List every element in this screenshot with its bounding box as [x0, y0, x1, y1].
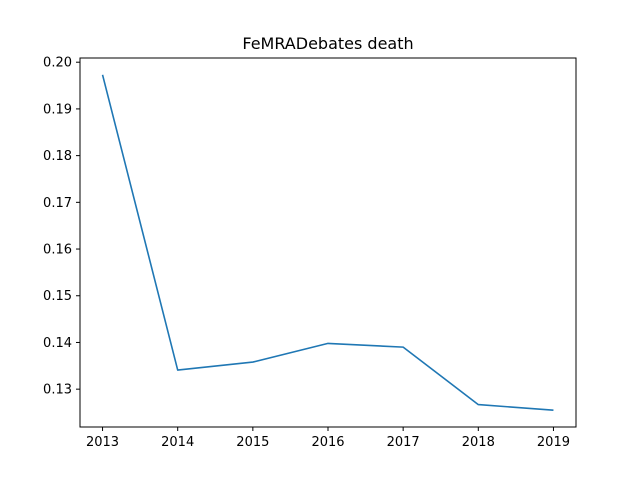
y-tick-label: 0.13 [43, 383, 72, 398]
x-tick-label: 2015 [236, 435, 269, 450]
y-tick-label: 0.19 [43, 102, 72, 117]
y-tick-label: 0.18 [43, 149, 72, 164]
y-tick-label: 0.14 [43, 336, 72, 351]
plot-frame [79, 57, 577, 428]
x-tick-label: 2016 [311, 435, 344, 450]
y-tick-label: 0.15 [43, 289, 72, 304]
y-tick-label: 0.17 [43, 196, 72, 211]
x-tick-label: 2013 [86, 435, 119, 450]
x-tick-label: 2017 [387, 435, 420, 450]
x-tick-label: 2014 [161, 435, 194, 450]
chart-title: FeMRADebates death [242, 34, 413, 53]
x-axis: 2013 2014 2015 2016 2017 2018 2019 [86, 427, 570, 450]
y-axis: 0.13 0.14 0.15 0.16 0.17 0.18 0.19 0.20 [43, 56, 80, 398]
y-tick-label: 0.16 [43, 243, 72, 258]
y-tick-label: 0.20 [43, 56, 72, 71]
x-tick-label: 2019 [537, 435, 570, 450]
plot-area [101, 74, 554, 411]
x-tick-label: 2018 [462, 435, 495, 450]
